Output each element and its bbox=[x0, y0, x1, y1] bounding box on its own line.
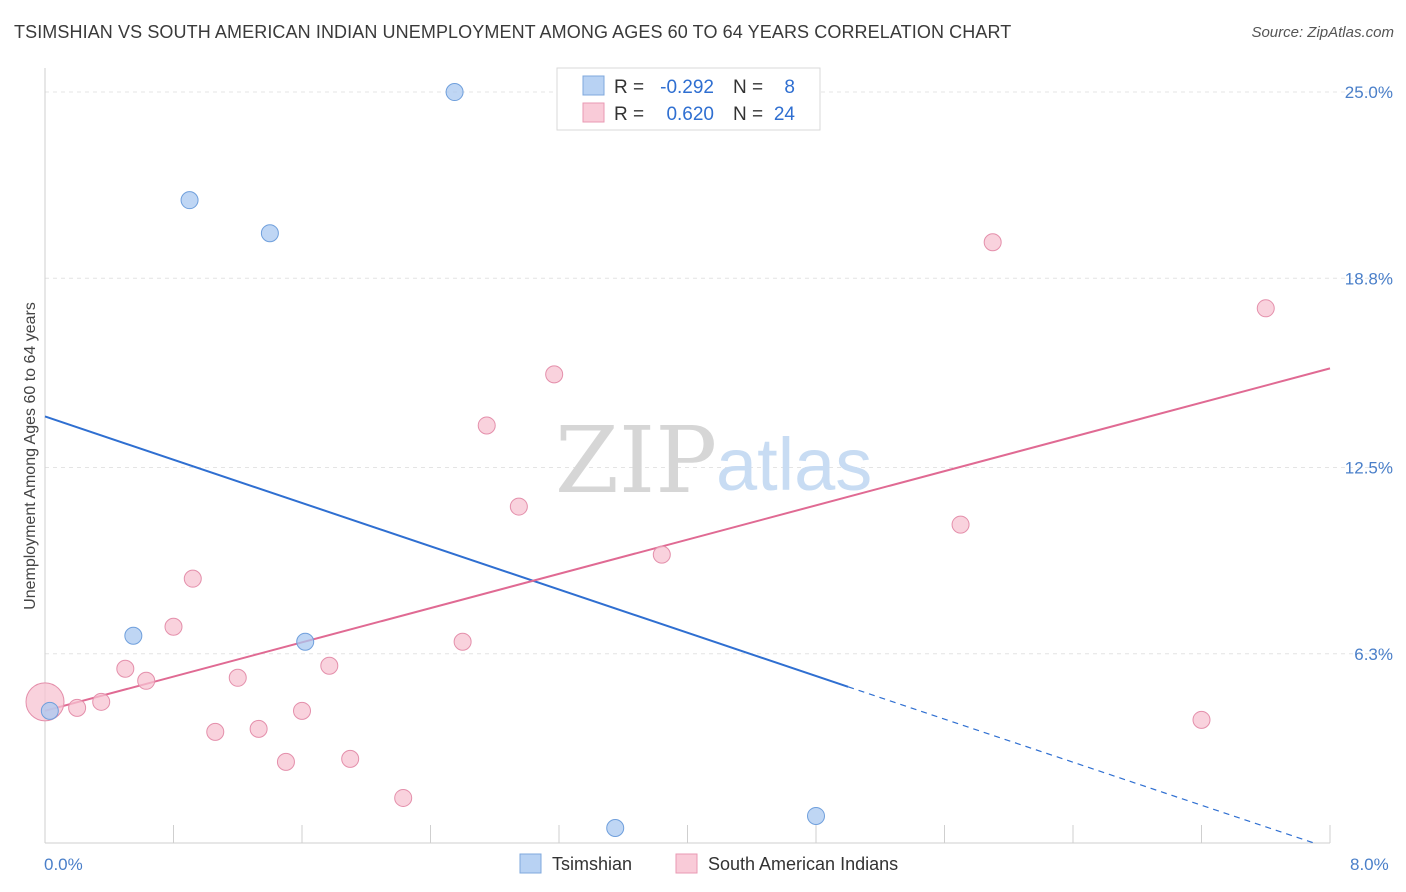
watermark-zip: ZIP bbox=[555, 407, 717, 514]
south-american-point bbox=[1192, 710, 1211, 729]
tsimshian-point bbox=[445, 83, 464, 102]
tsimshian-point bbox=[40, 701, 59, 720]
tsimshian-point bbox=[606, 818, 625, 837]
chart-title: TSIMSHIAN VS SOUTH AMERICAN INDIAN UNEMP… bbox=[14, 22, 1012, 42]
trend-line-0 bbox=[44, 415, 849, 688]
south-american-point bbox=[164, 617, 183, 636]
south-american-point bbox=[206, 722, 225, 741]
south-american-point bbox=[320, 656, 339, 675]
y-tick-labels: 6.3% 12.5% 18.8% 25.0% bbox=[1345, 83, 1393, 664]
series-legend: Tsimshian South American Indians bbox=[519, 853, 898, 874]
legend-n-label-2: N = bbox=[733, 104, 763, 125]
trend-line-extension-0 bbox=[847, 686, 1315, 844]
tsimshian-point bbox=[260, 224, 279, 243]
south-american-point bbox=[137, 671, 156, 690]
south-american-point bbox=[652, 545, 671, 564]
south-american-point bbox=[509, 497, 528, 516]
legend-n-label-1: N = bbox=[733, 77, 763, 98]
data-points bbox=[25, 83, 1275, 837]
tsimshian-point bbox=[296, 632, 315, 651]
y-axis-label: Unemployment Among Ages 60 to 64 years bbox=[22, 302, 39, 610]
south-american-point bbox=[1256, 299, 1275, 318]
y-tick-label: 18.8% bbox=[1345, 269, 1393, 288]
south-american-point bbox=[68, 698, 87, 717]
south-american-point bbox=[983, 233, 1002, 252]
south-american-point bbox=[183, 569, 202, 588]
series-legend-swatch-south-american bbox=[675, 853, 698, 874]
series-legend-label-south-american: South American Indians bbox=[708, 854, 898, 874]
south-american-point bbox=[249, 719, 268, 738]
source-label: Source: ZipAtlas.com bbox=[1251, 24, 1394, 41]
tsimshian-point bbox=[180, 191, 199, 210]
legend-r-label-1: R = bbox=[614, 77, 644, 98]
south-american-point bbox=[545, 365, 564, 384]
legend-n-value-2: 24 bbox=[774, 104, 796, 125]
south-american-point bbox=[341, 749, 360, 768]
south-american-point bbox=[293, 701, 311, 720]
watermark-atlas: atlas bbox=[716, 423, 872, 506]
gridlines bbox=[45, 91, 1392, 655]
legend-n-value-1: 8 bbox=[784, 77, 795, 98]
trend-lines bbox=[44, 367, 1331, 844]
tsimshian-point bbox=[807, 806, 825, 825]
legend-r-value-1: -0.292 bbox=[660, 77, 714, 98]
series-legend-swatch-tsimshian bbox=[519, 853, 542, 874]
x-tick-label-max: 8.0% bbox=[1350, 855, 1389, 874]
south-american-point bbox=[477, 416, 496, 435]
south-american-point bbox=[276, 752, 295, 771]
south-american-point bbox=[394, 788, 413, 807]
x-tick-label-min: 0.0% bbox=[44, 855, 83, 874]
y-tick-label: 25.0% bbox=[1345, 83, 1393, 102]
x-tick-marks bbox=[44, 825, 1331, 843]
legend-r-label-2: R = bbox=[614, 104, 644, 125]
correlation-legend: R = -0.292 N = 8 R = 0.620 N = 24 bbox=[556, 67, 821, 131]
tsimshian-point bbox=[124, 626, 143, 645]
legend-r-value-2: 0.620 bbox=[666, 104, 714, 125]
legend-swatch-south-american bbox=[582, 102, 605, 123]
south-american-point bbox=[453, 632, 472, 651]
y-tick-label: 6.3% bbox=[1354, 645, 1393, 664]
south-american-point bbox=[228, 668, 247, 687]
trend-line-1 bbox=[44, 367, 1331, 712]
south-american-point bbox=[951, 515, 970, 534]
south-american-point bbox=[116, 659, 135, 678]
legend-swatch-tsimshian bbox=[582, 75, 605, 96]
series-legend-label-tsimshian: Tsimshian bbox=[552, 854, 632, 874]
y-tick-label: 12.5% bbox=[1345, 459, 1393, 478]
south-american-point bbox=[92, 692, 111, 711]
